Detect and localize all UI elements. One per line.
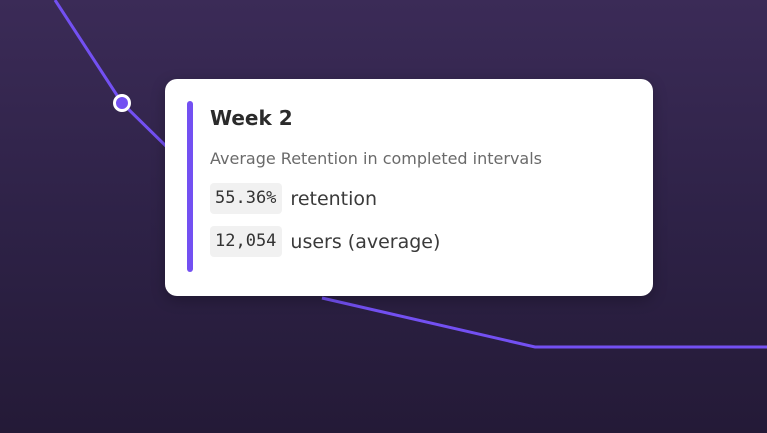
hover-point[interactable]: [113, 94, 131, 112]
series-indicator: [187, 101, 193, 272]
metric-value: 55.36%: [210, 183, 283, 214]
tooltip: Week 2 Average Retention in completed in…: [165, 79, 653, 296]
metric-row: 12,054 users (average): [210, 226, 637, 257]
tooltip-subtitle: Average Retention in completed intervals: [210, 149, 543, 168]
metric-label: users (average): [290, 230, 441, 253]
metric-label: retention: [290, 187, 378, 210]
tooltip-rows: 55.36% retention 12,054 users (average): [210, 183, 637, 257]
metric-row: 55.36% retention: [210, 183, 637, 214]
retention-line: [321, 296, 767, 349]
tooltip-title: Week 2: [210, 106, 293, 130]
tooltip-content: Week 2 Average Retention in completed in…: [210, 103, 637, 257]
retention-line: [53, 0, 172, 152]
metric-value: 12,054: [210, 226, 283, 257]
